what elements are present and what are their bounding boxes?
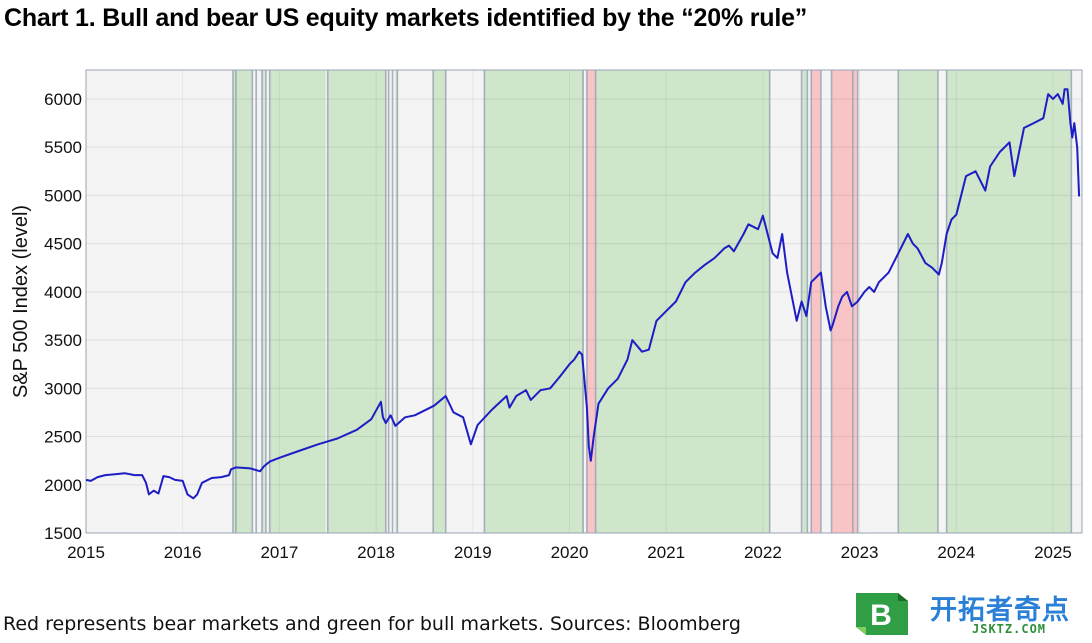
y-axis-label: S&P 500 Index (level) — [10, 205, 32, 398]
regime-band-bear — [811, 70, 821, 533]
regime-band-neutral — [252, 70, 262, 533]
y-tick-label: 3000 — [44, 379, 82, 398]
regime-band-bull — [261, 70, 265, 533]
site-logo[interactable]: B 开拓者奇点 JSKTZ.COM — [850, 586, 1090, 641]
x-tick-label: 2022 — [744, 543, 782, 562]
regime-band-bull — [802, 70, 808, 533]
regime-band-bull — [232, 70, 253, 533]
x-tick-label: 2025 — [1034, 543, 1072, 562]
sp500-series-line — [85, 88, 1081, 500]
y-tick-label: 4000 — [44, 283, 82, 302]
y-tick-label: 4500 — [44, 235, 82, 254]
regime-band-bull — [595, 70, 770, 533]
x-tick-label: 2023 — [841, 543, 879, 562]
logo-badge-icon: B — [856, 593, 908, 635]
regime-band-bull — [433, 70, 446, 533]
regime-band-bull — [395, 70, 398, 533]
y-tick-label: 3500 — [44, 331, 82, 350]
regime-band-neutral — [937, 70, 947, 533]
regime-band-bear — [831, 70, 858, 533]
x-tick-label: 2017 — [260, 543, 298, 562]
y-tick-label: 2500 — [44, 428, 82, 447]
regime-band-bull — [269, 70, 326, 533]
regime-band-bull — [484, 70, 584, 533]
regime-band-neutral — [864, 70, 899, 533]
regime-band-neutral — [584, 70, 587, 533]
y-tick-label: 5500 — [44, 138, 82, 157]
y-tick-label: 5000 — [44, 186, 82, 205]
regime-band-neutral — [325, 70, 328, 533]
y-tick-label: 1500 — [44, 524, 82, 543]
y-tick-label: 6000 — [44, 90, 82, 109]
regime-bands — [86, 70, 1082, 533]
x-tick-label: 2018 — [357, 543, 395, 562]
y-tick-label: 2000 — [44, 476, 82, 495]
regime-band-neutral — [820, 70, 832, 533]
regime-band-neutral — [445, 70, 485, 533]
regime-band-neutral — [86, 70, 233, 533]
x-tick-label: 2020 — [551, 543, 589, 562]
logo-letter: B — [870, 599, 892, 632]
chart-title: Chart 1. Bull and bear US equity markets… — [4, 4, 808, 32]
regime-band-neutral — [264, 70, 270, 533]
regime-band-neutral — [769, 70, 803, 533]
caption: Red represents bear markets and green fo… — [3, 613, 741, 635]
logo-text-en: JSKTZ.COM — [972, 622, 1047, 636]
x-tick-label: 2015 — [67, 543, 105, 562]
x-tick-label: 2019 — [454, 543, 492, 562]
x-tick-label: 2016 — [164, 543, 202, 562]
regime-band-bull — [327, 70, 386, 533]
regime-band-neutral — [857, 70, 865, 533]
regime-band-bear — [586, 70, 596, 533]
plot-frame — [85, 69, 1083, 534]
regime-band-bull — [898, 70, 938, 533]
chart: 1500 2000 2500 3000 3500 4000 4500 5000 5500 6000… — [10, 69, 1083, 562]
tick-labels: 1500 2000 2500 3000 3500 4000 4500 5000 5500 6000… — [44, 90, 1072, 562]
regime-band-neutral — [1071, 70, 1082, 533]
x-tick-label: 2024 — [937, 543, 975, 562]
logo-text-cn: 开拓者奇点 — [930, 595, 1070, 626]
x-tick-label: 2021 — [647, 543, 685, 562]
regime-band-bull — [946, 70, 1072, 533]
regime-boundaries — [232, 70, 1073, 533]
regime-band-neutral — [397, 70, 434, 533]
regime-band-neutral — [385, 70, 396, 533]
